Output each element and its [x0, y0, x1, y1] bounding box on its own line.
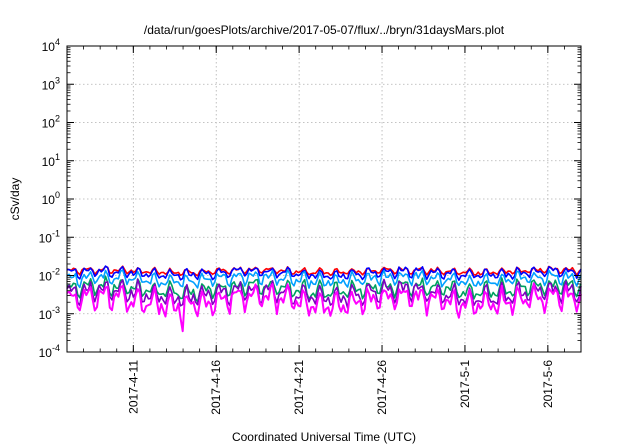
series-line-3: [66, 269, 582, 289]
series-line-5: [66, 278, 582, 309]
series-line-6: [66, 282, 582, 333]
series-line-2: [66, 265, 582, 281]
y-tick-label: 10-1: [39, 228, 60, 245]
y-tick-label: 102: [42, 114, 60, 131]
series-line-4: [66, 275, 582, 303]
series-group: [66, 265, 582, 333]
x-tick-label: 2017-5-6: [541, 360, 555, 408]
axis-ticks: [66, 45, 582, 353]
x-tick-label: 2017-4-26: [375, 360, 389, 415]
y-tick-labels: 10-4 10-3 10-2 10-1 100 101 102 103 104: [39, 37, 60, 360]
y-tick-label: 100: [42, 190, 60, 207]
x-tick-label: 2017-4-21: [292, 360, 306, 415]
x-tick-labels: 2017-4-11 2017-4-16 2017-4-21 2017-4-26 2017…: [126, 360, 555, 415]
x-tick-label: 2017-4-11: [126, 360, 140, 414]
y-axis-label: cSv/day: [8, 178, 22, 221]
y-tick-label: 104: [42, 37, 60, 54]
y-tick-label: 103: [42, 75, 60, 92]
x-tick-label: 2017-5-1: [458, 360, 472, 408]
y-tick-label: 10-3: [39, 305, 60, 322]
y-tick-label: 10-2: [39, 267, 60, 284]
y-tick-label: 10-4: [39, 343, 60, 360]
grid: [67, 46, 581, 352]
x-axis-label: Coordinated Universal Time (UTC): [232, 430, 416, 444]
x-tick-label: 2017-4-16: [209, 360, 223, 415]
chart-title: /data/run/goesPlots/archive/2017-05-07/f…: [144, 23, 505, 37]
y-tick-label: 101: [42, 152, 60, 169]
